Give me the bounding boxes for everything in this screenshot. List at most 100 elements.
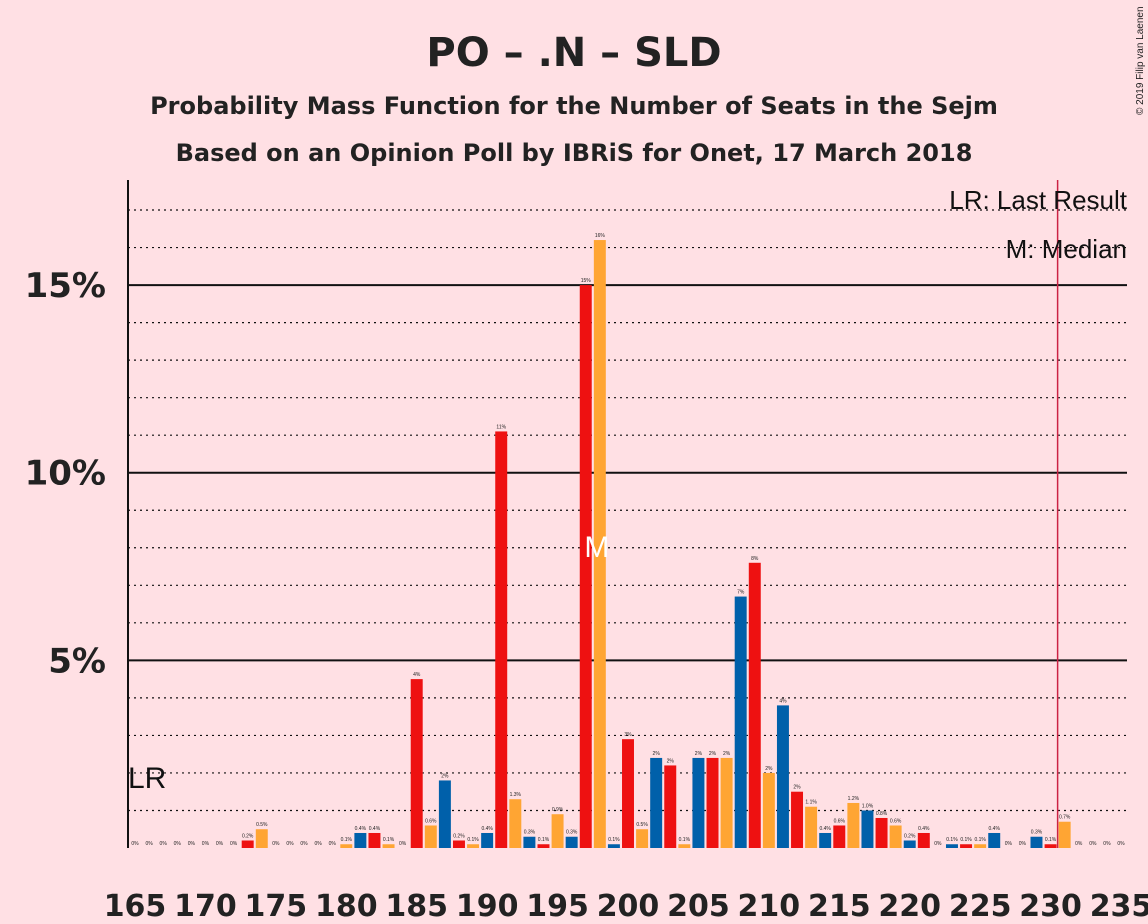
- bar-value-label: 1.0%: [862, 803, 874, 809]
- bar-value-label: 0%: [286, 841, 294, 847]
- chart-subtitle: Probability Mass Function for the Number…: [150, 92, 998, 120]
- bar-seats-212: [791, 791, 804, 848]
- bar-seats-199: [607, 844, 620, 848]
- y-tick-label: 5%: [48, 641, 106, 681]
- bar-seats-191: [495, 431, 508, 848]
- bar-value-label: 15%: [581, 278, 592, 284]
- bar-value-label: 0%: [314, 841, 322, 847]
- bar-value-label: 1.2%: [848, 796, 860, 802]
- bar-value-label: 0.9%: [552, 807, 564, 813]
- bar-value-label: 0.4%: [918, 826, 930, 832]
- bar-seats-213: [805, 806, 818, 848]
- bar-value-label: 0.6%: [425, 818, 437, 824]
- bar-value-label: 2%: [441, 773, 449, 779]
- bar-seats-187: [438, 780, 451, 848]
- bar-seats-218: [875, 817, 888, 848]
- bar-seats-183: [382, 844, 395, 848]
- x-tick-label: 170: [174, 889, 237, 924]
- bar-seats-174: [255, 829, 268, 848]
- bar-seats-208: [734, 596, 747, 848]
- bar-seats-182: [368, 832, 381, 848]
- x-tick-label: 195: [526, 889, 589, 924]
- x-tick-label: 165: [104, 889, 167, 924]
- bar-value-label: 0%: [1075, 841, 1083, 847]
- chart-title: PO – .N – SLD: [426, 30, 721, 76]
- bar-value-label: 0%: [216, 841, 224, 847]
- bar-seats-211: [776, 705, 789, 848]
- x-tick-label: 205: [667, 889, 730, 924]
- median-marker-label: M: [584, 531, 609, 564]
- bar-seats-186: [424, 825, 437, 848]
- bar-seats-202: [650, 757, 663, 848]
- bar-seats-224: [960, 844, 973, 848]
- bar-value-label: 0.1%: [383, 837, 395, 843]
- bar-seats-231: [1058, 821, 1071, 848]
- bar-value-label: 0%: [300, 841, 308, 847]
- bar-value-label: 0.1%: [974, 837, 986, 843]
- bar-value-label: 0%: [174, 841, 182, 847]
- x-tick-label: 235: [1090, 889, 1148, 924]
- bar-value-label: 0.1%: [679, 837, 691, 843]
- legend-last-result: LR: Last Result: [949, 185, 1128, 215]
- bar-value-label: 0.4%: [819, 826, 831, 832]
- bar-seats-209: [748, 562, 761, 848]
- bar-seats-192: [509, 799, 522, 848]
- bar-value-label: 0.2%: [904, 833, 916, 839]
- bar-seats-180: [340, 844, 353, 848]
- bar-value-label: 1.1%: [805, 800, 817, 806]
- bar-value-label: 0%: [1103, 841, 1111, 847]
- bar-seats-203: [664, 765, 677, 848]
- bar-value-label: 11%: [496, 424, 506, 430]
- bar-value-label: 0.5%: [256, 822, 268, 828]
- bar-seats-197: [579, 285, 592, 849]
- bar-value-label: 2%: [709, 751, 717, 757]
- bar-value-label: 2%: [695, 751, 703, 757]
- bar-value-label: 0.3%: [1031, 830, 1043, 836]
- bar-seats-204: [678, 844, 691, 848]
- x-tick-label: 230: [1019, 889, 1082, 924]
- bar-seats-214: [819, 832, 832, 848]
- x-tick-label: 210: [738, 889, 801, 924]
- bar-value-label: 0.8%: [876, 811, 888, 817]
- bar-value-label: 0.1%: [946, 837, 958, 843]
- bar-seats-206: [706, 757, 719, 848]
- bar-value-label: 0.5%: [636, 822, 648, 828]
- bar-value-label: 0.6%: [834, 818, 846, 824]
- bar-seats-223: [945, 844, 958, 848]
- bar-seats-226: [988, 832, 1001, 848]
- y-tick-label: 10%: [25, 454, 106, 494]
- bar-seats-220: [903, 840, 916, 848]
- bar-value-label: 0.1%: [341, 837, 353, 843]
- bar-value-label: 0.2%: [242, 833, 254, 839]
- bar-value-label: 0%: [272, 841, 280, 847]
- bar-value-label: 7%: [737, 590, 745, 596]
- bar-seats-230: [1044, 844, 1057, 848]
- bar-seats-221: [917, 832, 930, 848]
- bar-value-label: 0.2%: [453, 833, 465, 839]
- bar-seats-185: [410, 679, 423, 848]
- bar-seats-217: [861, 810, 874, 848]
- bar-value-label: 0.3%: [566, 830, 578, 836]
- copyright-text: © 2019 Filip van Laenen: [1135, 6, 1146, 115]
- bar-seats-200: [622, 739, 634, 848]
- bar-value-label: 0.1%: [960, 837, 972, 843]
- bar-seats-205: [692, 757, 705, 848]
- markers-group: LR M: [128, 180, 1059, 848]
- bar-value-label: 0%: [1089, 841, 1097, 847]
- bar-seats-210: [762, 772, 775, 848]
- bar-value-label: 0.4%: [369, 826, 381, 832]
- bar-seats-189: [467, 844, 480, 848]
- bar-value-label: 0%: [202, 841, 210, 847]
- bar-seats-194: [537, 844, 550, 848]
- bar-value-label: 0.4%: [355, 826, 367, 832]
- bar-value-label: 0%: [188, 841, 196, 847]
- bar-value-label: 2%: [765, 766, 773, 772]
- bar-value-label: 0.4%: [481, 826, 493, 832]
- bars-group: [241, 240, 1071, 849]
- bar-value-label: 0%: [329, 841, 337, 847]
- bar-seats-190: [481, 832, 494, 848]
- bar-value-label: 0.1%: [538, 837, 550, 843]
- bar-value-label: 2%: [793, 785, 801, 791]
- bar-seats-219: [889, 825, 902, 848]
